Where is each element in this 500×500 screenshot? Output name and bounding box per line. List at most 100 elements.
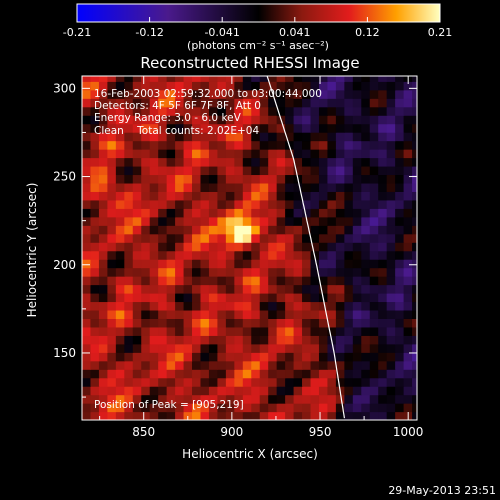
heatmap-cell	[318, 411, 329, 420]
heatmap-cell	[90, 250, 100, 260]
heatmap-cell	[234, 343, 244, 353]
heatmap-cell	[107, 89, 117, 99]
heatmap-cell	[276, 89, 286, 99]
heatmap-cell	[378, 267, 388, 277]
heatmap-cell	[285, 360, 295, 370]
heatmap-cell	[124, 377, 134, 387]
heatmap-cell	[318, 216, 329, 226]
heatmap-cell	[90, 318, 100, 328]
heatmap-cell	[293, 335, 303, 345]
heatmap-cell	[361, 106, 371, 116]
heatmap-cell	[302, 89, 312, 99]
heatmap-cell	[192, 132, 202, 142]
heatmap-cell	[268, 360, 278, 370]
heatmap-cell	[175, 369, 185, 379]
heatmap-cell	[386, 369, 396, 379]
heatmap-cell	[158, 309, 168, 319]
heatmap-cell	[293, 259, 303, 269]
heatmap-cell	[361, 225, 371, 235]
heatmap-cell	[124, 157, 134, 167]
heatmap-cell	[90, 284, 100, 294]
heatmap-cell	[166, 182, 176, 192]
heatmap-cell	[395, 81, 405, 91]
heatmap-cell	[378, 157, 388, 167]
heatmap-cell	[344, 216, 354, 226]
heatmap-cell	[344, 76, 354, 82]
heatmap-cell	[82, 106, 92, 116]
heatmap-cell	[132, 216, 142, 226]
heatmap-cell	[234, 292, 244, 303]
heatmap-cell	[82, 208, 92, 218]
heatmap-cell	[378, 352, 388, 362]
heatmap-cell	[310, 115, 320, 125]
heatmap-cell	[268, 81, 278, 91]
heatmap-cell	[90, 182, 100, 192]
heatmap-cell	[200, 292, 210, 303]
heatmap-cell	[192, 242, 202, 252]
heatmap-cell	[234, 267, 244, 277]
heatmap-cell	[115, 106, 125, 116]
heatmap-cell	[225, 377, 235, 387]
heatmap-cell	[90, 276, 100, 286]
heatmap-cell	[183, 369, 193, 379]
heatmap-cell	[344, 106, 354, 116]
heatmap-cell	[90, 123, 100, 133]
heatmap-cell	[158, 250, 168, 260]
heatmap-cell	[268, 98, 278, 108]
heatmap-cell	[378, 199, 388, 209]
heatmap-cell	[285, 123, 295, 133]
heatmap-cell	[352, 199, 362, 209]
heatmap-cell	[234, 233, 244, 243]
heatmap-cell	[82, 292, 92, 303]
heatmap-cell	[268, 132, 278, 142]
heatmap-cell	[82, 149, 92, 159]
heatmap-cell	[403, 250, 413, 260]
heatmap-cell	[352, 242, 362, 252]
heatmap-cell	[302, 165, 312, 176]
heatmap-cell	[335, 284, 345, 294]
heatmap-cell	[158, 199, 168, 209]
heatmap-cell	[276, 132, 286, 142]
heatmap-cell	[251, 377, 261, 387]
heatmap-cell	[107, 174, 117, 184]
heatmap-cell	[293, 301, 303, 311]
colorbar-tick-label: 0.21	[428, 26, 453, 39]
heatmap-cell	[124, 174, 134, 184]
heatmap-cell	[276, 276, 286, 286]
heatmap-cell	[132, 259, 142, 269]
heatmap-cell	[310, 377, 320, 387]
heatmap-cell	[175, 76, 185, 82]
heatmap-cell	[149, 149, 159, 159]
heatmap-cell	[378, 132, 388, 142]
heatmap-cell	[200, 394, 210, 404]
heatmap-cell	[285, 326, 295, 336]
heatmap-cell	[225, 165, 235, 176]
heatmap-cell	[352, 267, 362, 277]
heatmap-cell	[369, 403, 379, 413]
heatmap-cell	[378, 98, 388, 108]
heatmap-cell	[141, 377, 151, 387]
heatmap-cell	[403, 386, 413, 396]
colorbar	[76, 3, 441, 23]
heatmap-cell	[166, 132, 176, 142]
heatmap-cell	[208, 132, 219, 142]
heatmap-cell	[82, 98, 92, 108]
heatmap-cell	[310, 157, 320, 167]
heatmap-cell	[166, 386, 176, 396]
heatmap-cell	[327, 89, 337, 99]
heatmap-cell	[158, 369, 168, 379]
heatmap-cell	[234, 403, 244, 413]
heatmap-cell	[166, 115, 176, 125]
heatmap-cell	[115, 394, 125, 404]
heatmap-cell	[107, 165, 117, 176]
heatmap-cell	[310, 242, 320, 252]
heatmap-cell	[412, 149, 417, 159]
heatmap-cell	[234, 225, 244, 235]
heatmap-cell	[175, 267, 185, 277]
heatmap-cell	[318, 157, 329, 167]
heatmap-cell	[344, 403, 354, 413]
heatmap-cell	[378, 360, 388, 370]
heatmap-cell	[98, 377, 108, 387]
heatmap-cell	[259, 149, 269, 159]
